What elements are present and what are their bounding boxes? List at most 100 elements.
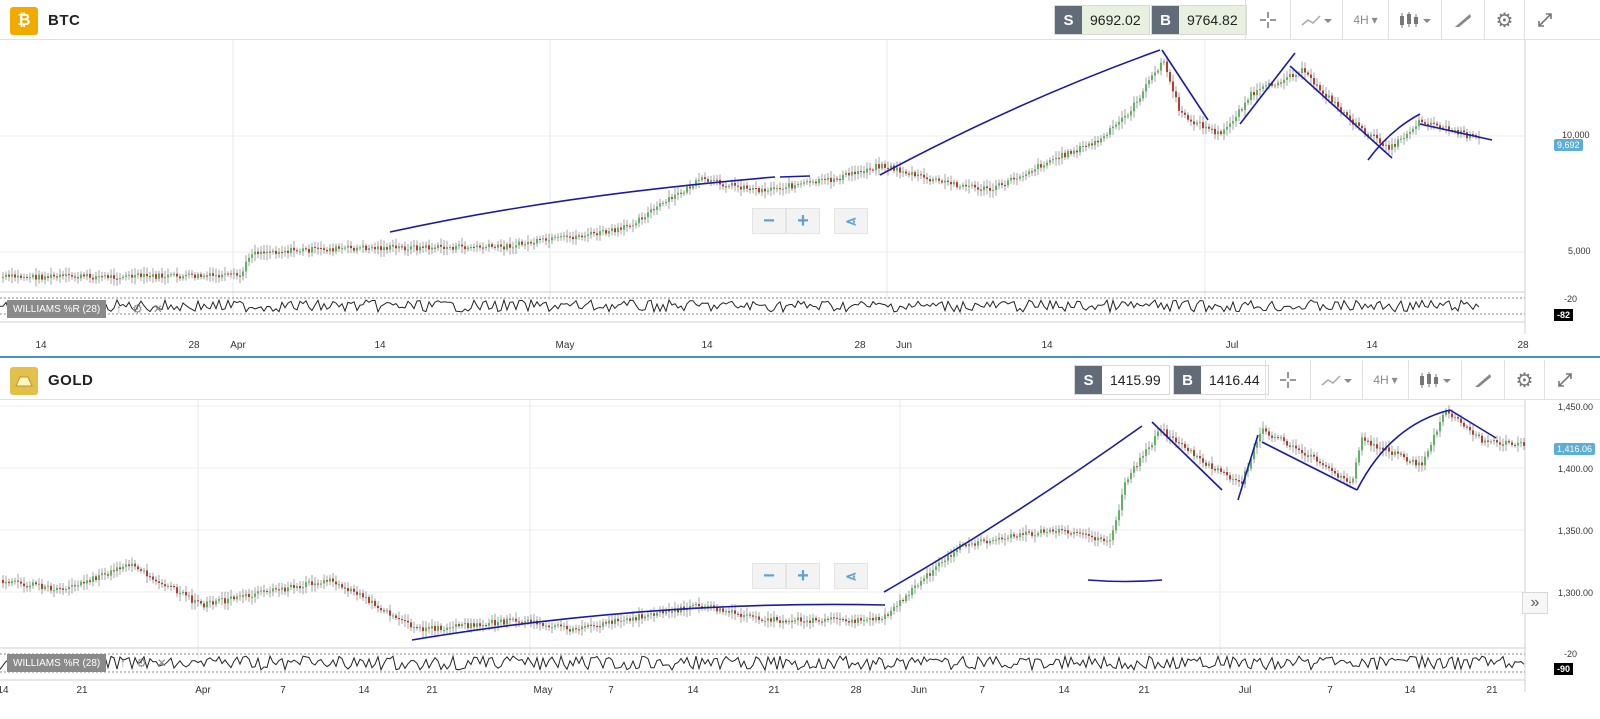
zoom-out-button[interactable]: − [752, 563, 786, 589]
buy-price-button[interactable]: B 9764.82 [1151, 5, 1247, 35]
trendline[interactable] [1239, 52, 1296, 125]
candle [1091, 143, 1093, 146]
candle [791, 620, 793, 622]
crosshair-button[interactable] [1245, 0, 1290, 40]
trendline[interactable] [883, 425, 1143, 593]
sell-price-button[interactable]: S 9692.02 [1054, 5, 1150, 35]
candle [692, 185, 694, 189]
trendline[interactable] [1419, 123, 1493, 141]
share-button[interactable]: ⋖ [834, 208, 868, 234]
candle [443, 246, 445, 249]
candle [617, 618, 619, 622]
candle [59, 587, 61, 589]
chart-type-button[interactable] [1310, 360, 1362, 400]
candle [1334, 101, 1336, 103]
candle [809, 620, 811, 623]
candle [200, 274, 202, 277]
candle [551, 627, 553, 629]
gold-price-plot[interactable] [0, 400, 1600, 719]
trendline[interactable] [1237, 434, 1259, 501]
williams-r-label: WILLIAMS %R (28) [7, 654, 107, 672]
gear-icon[interactable]: ⚙ [132, 302, 143, 316]
candle [272, 250, 274, 253]
candle [155, 579, 157, 582]
timeframe-button[interactable]: 4H ▾ [1342, 0, 1388, 40]
candle [215, 600, 217, 605]
candle [278, 251, 280, 254]
candle [659, 610, 661, 613]
candle [218, 599, 220, 601]
trendline[interactable] [779, 175, 811, 178]
buy-price-button[interactable]: B 1416.44 [1173, 365, 1269, 395]
candle [1520, 442, 1522, 444]
trendline[interactable] [1087, 579, 1163, 583]
candle [188, 595, 190, 597]
candle [929, 179, 931, 182]
close-icon[interactable]: ✕ [156, 656, 167, 670]
btc-price-plot[interactable] [0, 40, 1600, 358]
close-icon[interactable]: ✕ [152, 302, 163, 316]
candle [836, 617, 838, 619]
trendline[interactable] [1289, 65, 1393, 159]
candle [890, 610, 892, 616]
candle [923, 174, 925, 178]
gold-chart-panel: GOLD S 1415.99 B 1416.44 4H ▾ ⚙ [0, 360, 1600, 719]
arrow-up-icon[interactable]: ↑ [116, 302, 122, 316]
candle [392, 245, 394, 247]
draw-icon [1455, 14, 1471, 27]
candle [155, 274, 157, 279]
candle [314, 246, 316, 248]
candle-style-button[interactable] [1408, 360, 1461, 400]
candle [1172, 81, 1174, 92]
candle [608, 620, 610, 624]
candle [1484, 440, 1486, 443]
trendline[interactable] [1449, 409, 1497, 439]
trendline[interactable] [879, 49, 1161, 176]
candle [146, 273, 148, 277]
zoom-in-button[interactable]: + [786, 563, 820, 589]
candle [1034, 535, 1036, 537]
draw-tools-button[interactable] [1461, 360, 1504, 400]
candle [362, 245, 364, 248]
settings-button[interactable]: ⚙ [1504, 360, 1544, 400]
candle [938, 178, 940, 181]
sell-price-button[interactable]: S 1415.99 [1074, 365, 1170, 395]
candle [407, 249, 409, 251]
candle [1094, 140, 1096, 146]
timeframe-button[interactable]: 4H ▾ [1362, 360, 1408, 400]
candle [1469, 426, 1471, 431]
candle [248, 593, 250, 598]
candle [929, 573, 931, 576]
candle [1376, 444, 1378, 449]
share-button[interactable]: ⋖ [834, 563, 868, 589]
candle [452, 247, 454, 250]
candle [527, 241, 529, 245]
trendline[interactable] [389, 176, 776, 233]
trendline[interactable] [411, 603, 886, 641]
minus-icon: − [763, 564, 775, 587]
chart-type-button[interactable] [1290, 0, 1342, 40]
trendline[interactable] [1151, 421, 1223, 491]
candle [239, 275, 241, 277]
scroll-to-latest-button[interactable]: » [1522, 592, 1548, 614]
trendline[interactable] [1367, 113, 1421, 161]
trendline[interactable] [1261, 441, 1358, 491]
expand-button[interactable] [1544, 360, 1584, 400]
gear-icon[interactable]: ⚙ [136, 656, 147, 670]
draw-tools-button[interactable] [1441, 0, 1484, 40]
expand-button[interactable] [1524, 0, 1564, 40]
candle [1397, 139, 1399, 147]
candle [437, 244, 439, 249]
settings-button[interactable]: ⚙ [1484, 0, 1524, 40]
candle [794, 184, 796, 189]
trendline[interactable] [1356, 409, 1451, 491]
candle [344, 247, 346, 249]
candle [485, 625, 487, 627]
candle [1010, 177, 1012, 181]
zoom-in-button[interactable]: + [786, 208, 820, 234]
arrow-up-icon[interactable]: ↑ [120, 656, 126, 670]
trendline[interactable] [1161, 49, 1209, 121]
zoom-out-button[interactable]: − [752, 208, 786, 234]
candle-style-button[interactable] [1388, 0, 1441, 40]
crosshair-button[interactable] [1265, 360, 1310, 400]
